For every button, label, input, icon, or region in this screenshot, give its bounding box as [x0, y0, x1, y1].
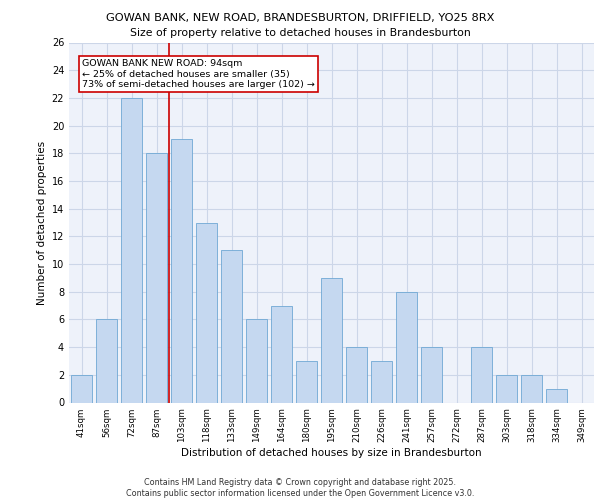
Bar [496, 375, 517, 402]
Bar [71, 375, 92, 402]
Bar [471, 347, 492, 403]
Y-axis label: Number of detached properties: Number of detached properties [37, 140, 47, 304]
Bar [421, 347, 442, 403]
Bar [296, 361, 317, 403]
Bar [196, 222, 217, 402]
Bar [521, 375, 542, 402]
Bar [121, 98, 142, 402]
Bar [96, 320, 117, 402]
Bar [346, 347, 367, 403]
Bar [371, 361, 392, 403]
Bar [146, 154, 167, 402]
Bar [171, 140, 192, 402]
Bar [221, 250, 242, 402]
Bar [321, 278, 342, 402]
Text: GOWAN BANK, NEW ROAD, BRANDESBURTON, DRIFFIELD, YO25 8RX: GOWAN BANK, NEW ROAD, BRANDESBURTON, DRI… [106, 12, 494, 22]
X-axis label: Distribution of detached houses by size in Brandesburton: Distribution of detached houses by size … [181, 448, 482, 458]
Bar [546, 388, 567, 402]
Text: GOWAN BANK NEW ROAD: 94sqm
← 25% of detached houses are smaller (35)
73% of semi: GOWAN BANK NEW ROAD: 94sqm ← 25% of deta… [82, 59, 315, 89]
Bar [246, 320, 267, 402]
Text: Contains HM Land Registry data © Crown copyright and database right 2025.
Contai: Contains HM Land Registry data © Crown c… [126, 478, 474, 498]
Bar [396, 292, 417, 403]
Text: Size of property relative to detached houses in Brandesburton: Size of property relative to detached ho… [130, 28, 470, 38]
Bar [271, 306, 292, 402]
